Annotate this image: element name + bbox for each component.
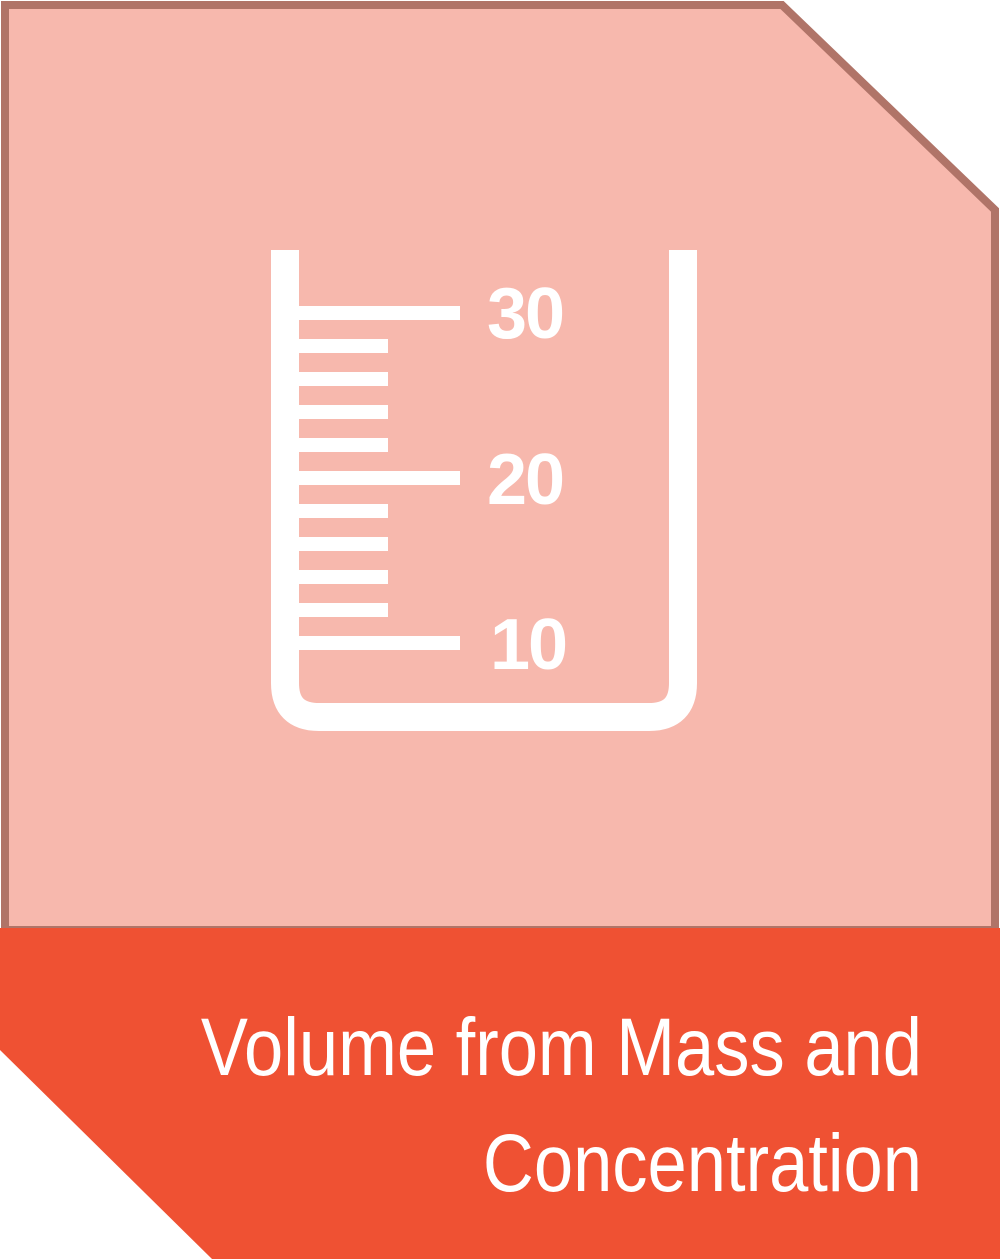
tick-minor bbox=[299, 603, 388, 617]
tick-minor bbox=[299, 405, 388, 419]
scale-label-30: 30 bbox=[487, 274, 565, 354]
beaker-outline bbox=[271, 250, 697, 731]
tick-minor bbox=[299, 372, 388, 386]
tile-title: Volume from Mass and Concentration bbox=[148, 990, 922, 1222]
tile-banner bbox=[0, 928, 1000, 1259]
scale-label-20: 20 bbox=[487, 440, 565, 520]
tick-major-20 bbox=[299, 471, 460, 485]
beaker-icon: 30 20 10 bbox=[0, 0, 1000, 930]
tick-minor bbox=[299, 570, 388, 584]
tick-minor bbox=[299, 438, 388, 452]
tile-title-line-1: Volume from Mass and bbox=[200, 1002, 922, 1093]
scale-label-10: 10 bbox=[490, 605, 568, 685]
tile-panel bbox=[1, 1, 999, 934]
tick-minor bbox=[299, 504, 388, 518]
tick-minor bbox=[299, 339, 388, 353]
tick-major-10 bbox=[299, 636, 460, 650]
tick-major-30 bbox=[299, 306, 460, 320]
tile-title-line-2: Concentration bbox=[482, 1118, 922, 1209]
tick-minor bbox=[299, 537, 388, 551]
